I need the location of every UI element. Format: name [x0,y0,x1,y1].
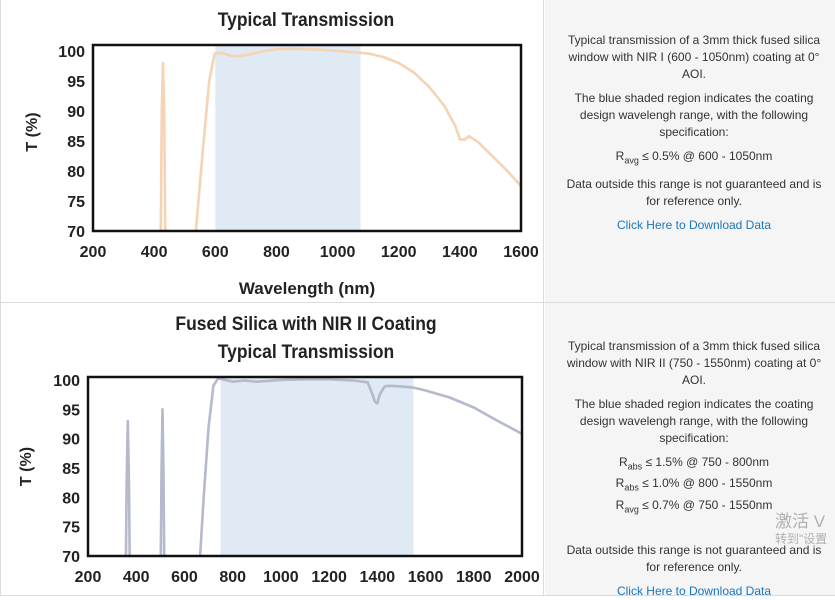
panel2-spec-line: Rabs ≤ 1.5% @ 750 - 800nm [618,455,770,472]
x-tick-label: 2000 [504,569,540,586]
x-tick-label: 1400 [442,244,478,261]
y-tick-label: 90 [62,432,80,449]
panel1-shaded-note: The blue shaded region indicates the coa… [574,91,814,139]
download-data-link-2[interactable]: Click Here to Download Data [616,584,772,599]
y-tick-label: 70 [67,224,85,241]
coating-range-shade [215,45,361,231]
y-tick-label: 95 [62,402,80,419]
plot-frame [86,375,524,558]
chart-cell-1: Typical Transmission 100 95 90 85 80 75 70 200 40… [0,0,544,302]
text-cell-2: Typical transmission of a 3mm thick fuse… [545,303,835,599]
x-tick-label: 1600 [408,569,444,586]
x-tick-label: 200 [80,244,107,261]
y-tick-label: 85 [67,134,85,151]
y-axis-label: T (%) [18,447,35,486]
x-tick-label: 400 [141,244,168,261]
y-tick-label: 75 [62,520,80,537]
chart-1-svg: Typical Transmission 100 95 90 85 80 75 70 200 40… [24,8,539,298]
panel2-disclaimer: Data outside this range is not guarantee… [566,543,822,575]
panel1-specs: Ravg ≤ 0.5% @ 600 - 1050nm [559,148,829,169]
y-tick-label: 75 [67,194,85,211]
chart-title: Typical Transmission [218,340,394,362]
y-axis-label: T (%) [24,112,41,151]
chart-row-2: Fused Silica with NIR II Coating Typical … [0,303,835,599]
panel2-shaded-note: The blue shaded region indicates the coa… [574,397,814,445]
chart-2-svg: Fused Silica with NIR II Coating Typical … [18,312,540,586]
panel2-specs: Rabs ≤ 1.5% @ 750 - 800nm Rabs ≤ 1.0% @ 8… [559,454,829,518]
x-tick-label: 200 [75,569,102,586]
y-tick-label: 85 [62,461,80,478]
x-tick-label: 1800 [456,569,492,586]
x-tick-label: 1000 [320,244,356,261]
coating-range-shade [220,377,414,556]
chart-cell-2: Fused Silica with NIR II Coating Typical … [0,303,544,595]
y-tick-label: 70 [62,549,80,566]
chart-row-1: Typical Transmission 100 95 90 85 80 75 70 200 40… [0,0,835,303]
panel1-disclaimer: Data outside this range is not guarantee… [566,177,822,209]
plot-frame [91,43,523,233]
x-tick-label: 600 [171,569,198,586]
x-tick-label: 800 [219,569,246,586]
panel2-description: Typical transmission of a 3mm thick fuse… [566,339,822,387]
panel1-description: Typical transmission of a 3mm thick fuse… [567,33,821,81]
transmission-series-line [159,47,521,231]
y-tick-label: 80 [67,164,85,181]
panel2-spec-line: Ravg ≤ 0.7% @ 750 - 1550nm [615,497,773,515]
x-tick-label: 1000 [263,569,299,586]
chart-title: Typical Transmission [218,8,394,30]
y-tick-label: 80 [62,490,80,507]
x-tick-label: 1600 [503,244,539,261]
x-tick-label: 1200 [381,244,417,261]
watermark-line-1: 激活 V [775,512,826,531]
x-tick-label: 1400 [360,569,396,586]
os-activation-watermark: 激活 V 转到"设置 [775,512,835,546]
chart-title: Fused Silica with NIR II Coating [175,312,436,334]
y-tick-label: 100 [58,44,85,61]
download-data-link-1[interactable]: Click Here to Download Data [616,218,772,233]
y-tick-label: 100 [53,373,80,390]
text-cell-1: Typical transmission of a 3mm thick fuse… [545,0,835,302]
panel2-spec-line: Rabs ≤ 1.0% @ 800 - 1550nm [615,476,773,493]
panel1-spec-line: Ravg ≤ 0.5% @ 600 - 1050nm [615,149,773,166]
watermark-line-2: 转到"设置 [775,532,828,546]
x-tick-label: 600 [202,244,229,261]
transmission-series-line [124,377,522,556]
y-tick-label: 90 [67,104,85,121]
x-tick-label: 400 [123,569,150,586]
x-tick-label: 800 [263,244,290,261]
x-tick-label: 1200 [311,569,347,586]
x-axis-label: Wavelength (nm) [239,279,375,298]
y-tick-label: 95 [67,74,85,91]
